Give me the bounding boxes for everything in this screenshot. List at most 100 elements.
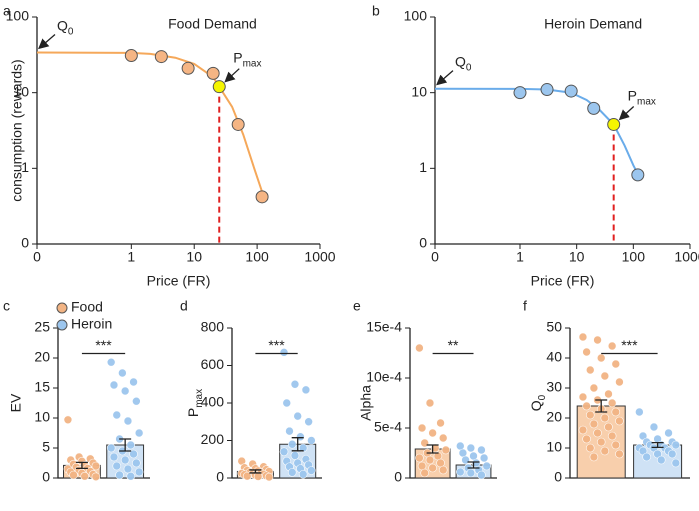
- data-point: [91, 461, 101, 471]
- data-point: [298, 443, 308, 453]
- data-point: [479, 453, 489, 463]
- data-point: [615, 416, 624, 426]
- data-point: [585, 410, 595, 420]
- data-point: [585, 443, 595, 453]
- data-point: [596, 437, 606, 447]
- data-point: [436, 418, 445, 428]
- y-tick-label: 600: [201, 356, 225, 372]
- significance-label: ***: [95, 337, 112, 353]
- y-tick-label: 0: [42, 469, 50, 485]
- data-point: [118, 368, 127, 378]
- y-tick-label: 400: [201, 394, 225, 410]
- y-axis-label: EV: [8, 393, 24, 412]
- axes: [36, 17, 320, 245]
- y-tick-label: 5: [42, 439, 50, 455]
- pmax-label-main: P: [233, 49, 242, 65]
- data-point: [255, 190, 269, 204]
- fit-curve: [434, 87, 641, 179]
- data-point: [513, 86, 527, 100]
- data-point: [585, 365, 595, 375]
- error-bar: [75, 461, 88, 470]
- data-point: [293, 411, 303, 421]
- data-point: [582, 347, 591, 357]
- data-point: [415, 343, 424, 353]
- y-tick-label: 10e-4: [366, 369, 402, 385]
- significance-label: ***: [268, 337, 285, 353]
- x-tick-label: 0: [33, 249, 41, 265]
- data-point: [109, 380, 119, 390]
- pmax-arrow: [224, 68, 240, 83]
- y-tick-label: 0: [394, 469, 402, 485]
- y-tick-label: 10: [546, 439, 562, 455]
- y-tick-label: 5e-4: [374, 419, 402, 435]
- data-point: [425, 398, 435, 408]
- data-point: [564, 84, 578, 98]
- data-point: [106, 357, 116, 367]
- y-axis-label-sub: 0: [537, 394, 548, 400]
- error-bar: [249, 469, 262, 474]
- error-bar: [651, 441, 664, 449]
- q0-label: Q0: [57, 17, 74, 37]
- data-point: [428, 463, 437, 473]
- y-tick-label: 15e-4: [366, 319, 402, 335]
- data-point: [120, 455, 130, 465]
- q0-label: Q0: [455, 53, 472, 73]
- x-tick-label: 1000: [674, 249, 699, 265]
- pmax-point: [212, 80, 226, 94]
- data-point: [154, 50, 168, 64]
- data-point: [600, 371, 610, 381]
- y-tick-label: 0: [554, 469, 562, 485]
- data-point: [126, 471, 136, 481]
- data-point: [231, 117, 245, 131]
- data-point: [615, 449, 624, 459]
- data-point: [307, 436, 316, 445]
- y-tick-label: 100: [404, 8, 428, 24]
- y-tick-label: 20: [546, 409, 562, 425]
- data-point: [126, 440, 136, 450]
- data-point: [671, 458, 681, 468]
- data-point: [461, 455, 470, 465]
- data-point: [304, 417, 313, 427]
- data-point: [477, 445, 486, 455]
- data-point: [582, 401, 591, 411]
- data-point: [106, 443, 116, 453]
- panel-letter: a: [3, 3, 11, 19]
- y-tick-label: 30: [546, 379, 562, 395]
- fit-curve: [36, 51, 266, 199]
- x-tick-label: 1000: [304, 249, 335, 265]
- legend-marker: [56, 319, 68, 331]
- data-point: [123, 464, 133, 474]
- error-bar: [426, 444, 439, 454]
- data-point: [181, 61, 195, 75]
- x-tick-label: 1: [516, 249, 524, 265]
- data-point: [600, 446, 610, 456]
- pmax-label-main: P: [628, 87, 637, 103]
- data-point: [593, 428, 602, 438]
- y-tick-label: 15: [34, 379, 50, 395]
- data-point: [631, 168, 645, 182]
- data-point: [134, 428, 144, 438]
- data-point: [438, 433, 448, 443]
- y-axis-label: Alpha: [358, 385, 374, 421]
- data-point: [578, 332, 588, 342]
- data-point: [615, 377, 624, 387]
- data-point: [607, 398, 617, 408]
- data-point: [417, 423, 427, 433]
- data-point: [438, 465, 448, 475]
- data-point: [115, 470, 124, 480]
- error-bar: [119, 438, 132, 452]
- panel-letter: b: [372, 3, 380, 19]
- data-point: [477, 470, 486, 480]
- y-tick-label: 50: [546, 319, 562, 335]
- pmax-label: Pmax: [628, 87, 656, 107]
- data-point: [279, 447, 289, 457]
- data-point: [69, 470, 78, 480]
- y-tick-label: 100: [6, 8, 30, 24]
- y-tick-label: 0: [21, 235, 29, 251]
- data-point: [611, 407, 621, 417]
- error-bar: [467, 461, 480, 469]
- y-tick-label: 10: [411, 83, 427, 99]
- data-point: [242, 471, 252, 481]
- chart-title: Food Demand: [168, 16, 257, 32]
- data-point: [635, 407, 644, 417]
